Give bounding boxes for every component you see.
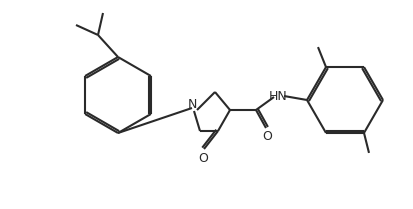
Text: N: N — [188, 98, 197, 111]
Text: O: O — [262, 130, 272, 144]
Text: HN: HN — [268, 89, 287, 102]
Text: O: O — [198, 152, 208, 164]
